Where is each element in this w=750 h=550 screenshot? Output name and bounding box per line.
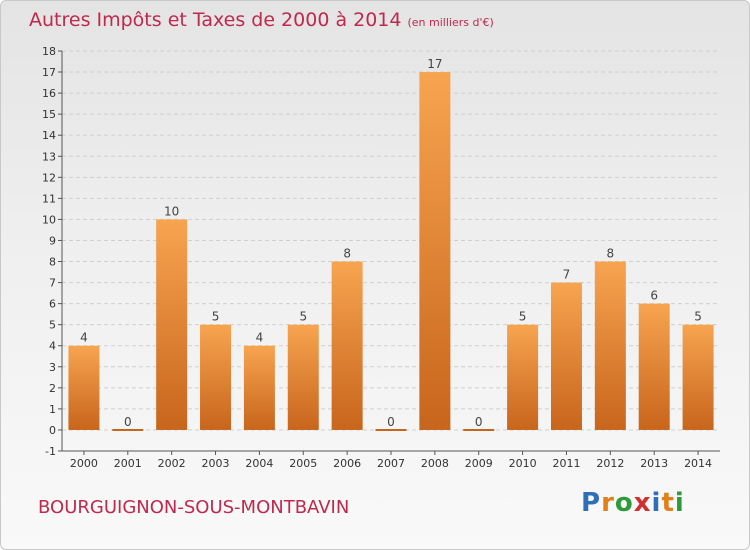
bar-value-label: 0 (387, 415, 395, 429)
bar-value-label: 5 (694, 310, 702, 324)
y-tick-label: 16 (42, 87, 56, 100)
logo-letter: i (674, 488, 685, 518)
x-tick-label: 2006 (333, 457, 361, 470)
x-tick-label: 2001 (114, 457, 142, 470)
bar-value-label: 4 (80, 331, 88, 345)
x-tick-label: 2004 (245, 457, 273, 470)
x-tick-label: 2012 (596, 457, 624, 470)
y-tick-label: 17 (42, 66, 56, 79)
bar (243, 345, 275, 430)
y-tick-label: 13 (42, 150, 56, 163)
bars (68, 72, 714, 431)
y-tick-label: 6 (49, 298, 56, 311)
labels: -101234567891011121314151617184200002001… (42, 45, 712, 470)
bar-value-label: 0 (124, 415, 132, 429)
bar (68, 345, 100, 430)
bar (156, 219, 188, 430)
y-tick-label: 11 (42, 192, 56, 205)
x-tick-label: 2002 (158, 457, 186, 470)
title-unit: (en milliers d'€) (407, 16, 494, 29)
bar (287, 324, 319, 430)
y-tick-label: 18 (42, 45, 56, 58)
x-tick-label: 2011 (552, 457, 580, 470)
proxiti-logo[interactable]: Proxiti (581, 488, 685, 518)
bar (682, 324, 714, 430)
bar (638, 303, 670, 430)
logo-letter: x (633, 488, 652, 518)
bar-value-label: 4 (256, 331, 264, 345)
y-tick-label: 15 (42, 108, 56, 121)
bar-value-label: 10 (164, 204, 179, 218)
y-tick-label: 0 (49, 424, 56, 437)
y-tick-label: 4 (49, 340, 56, 353)
logo-letter: P (581, 488, 602, 518)
x-tick-label: 2005 (289, 457, 317, 470)
bar-value-label: 6 (650, 289, 658, 303)
logo-letter: o (614, 488, 634, 518)
bar-value-label: 8 (607, 247, 615, 261)
y-tick-label: 1 (49, 403, 56, 416)
bar-value-label: 17 (427, 57, 442, 71)
bar (507, 324, 539, 430)
y-tick-label: 3 (49, 361, 56, 374)
bar (594, 261, 626, 430)
x-tick-label: 2013 (640, 457, 668, 470)
x-tick-label: 2009 (465, 457, 493, 470)
axes (58, 50, 720, 455)
bar-value-label: 0 (475, 415, 483, 429)
y-tick-label: 7 (49, 277, 56, 290)
bar (419, 72, 451, 430)
y-tick-label: 5 (49, 319, 56, 332)
x-tick-label: 2000 (70, 457, 98, 470)
y-tick-label: 9 (49, 234, 56, 247)
bar-value-label: 5 (212, 310, 220, 324)
x-tick-label: 2003 (202, 457, 230, 470)
x-tick-label: 2010 (509, 457, 537, 470)
y-tick-label: 14 (42, 129, 56, 142)
bar-value-label: 5 (519, 310, 527, 324)
y-tick-label: -1 (45, 445, 56, 458)
x-tick-label: 2008 (421, 457, 449, 470)
bar (200, 324, 232, 430)
x-tick-label: 2007 (377, 457, 405, 470)
y-tick-label: 2 (49, 382, 56, 395)
bar (550, 282, 582, 430)
chart-title: Autres Impôts et Taxes de 2000 à 2014 (en… (29, 9, 494, 31)
commune-name: BOURGUIGNON-SOUS-MONTBAVIN (38, 497, 350, 518)
x-tick-label: 2014 (684, 457, 712, 470)
logo-letter: r (601, 488, 615, 518)
bar-value-label: 7 (563, 268, 571, 282)
logo-letter: i (651, 488, 662, 518)
bar-value-label: 5 (299, 310, 307, 324)
logo-letter: t (661, 488, 675, 518)
title-text: Autres Impôts et Taxes de 2000 à 2014 (29, 9, 402, 31)
bar (331, 261, 363, 430)
bar-value-label: 8 (343, 247, 351, 261)
y-tick-label: 10 (42, 213, 56, 226)
y-tick-label: 8 (49, 256, 56, 269)
y-tick-label: 12 (42, 171, 56, 184)
